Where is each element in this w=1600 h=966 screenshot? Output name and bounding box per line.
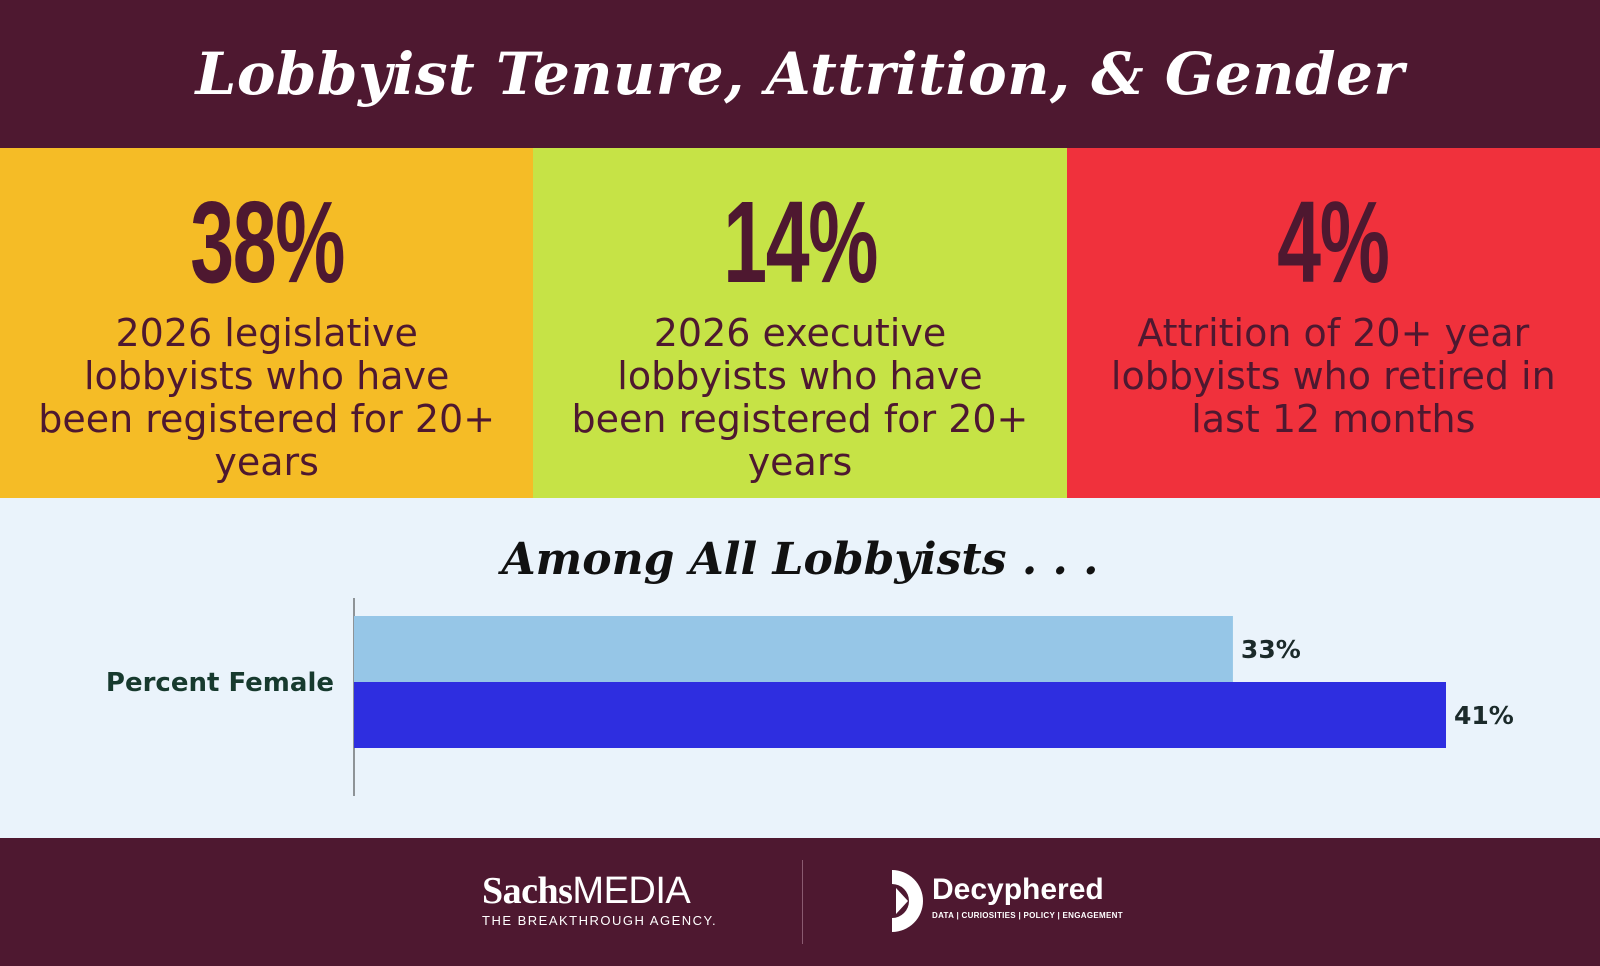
- footer: SachsMEDIA THE BREAKTHROUGH AGENCY. Decy…: [0, 838, 1600, 966]
- data-label-series-1: 33%: [1241, 635, 1301, 664]
- stat-description: 2026 legislative lobbyists who have been…: [38, 311, 496, 484]
- bar-series-1: [354, 616, 1233, 682]
- decyphered-logo: Decyphered DATA | CURIOSITIES | POLICY |…: [932, 873, 1123, 921]
- category-label: Percent Female: [106, 668, 334, 698]
- decyphered-icon: [892, 870, 923, 932]
- stat-card-executive: 14% 2026 executive lobbyists who have be…: [533, 148, 1067, 498]
- stat-value: 38%: [189, 177, 345, 307]
- stat-value: 14%: [723, 177, 878, 307]
- stats-row: 38% 2026 legislative lobbyists who have …: [0, 148, 1600, 498]
- sachs-logo-bold: Sachs: [482, 870, 573, 912]
- sachs-logo-light: MEDIA: [572, 870, 691, 912]
- sachs-media-logo: SachsMEDIA THE BREAKTHROUGH AGENCY.: [482, 870, 717, 928]
- decyphered-tagline: DATA | CURIOSITIES | POLICY | ENGAGEMENT: [932, 911, 1123, 920]
- decyphered-name: Decyphered: [932, 873, 1104, 906]
- footer-divider: [802, 860, 803, 944]
- chart-title: Among All Lobbyists . . .: [501, 534, 1099, 585]
- stat-description: 2026 executive lobbyists who have been r…: [571, 311, 1029, 484]
- page-title: Lobbyist Tenure, Attrition, & Gender: [195, 40, 1405, 108]
- bar-chart: 33% 41% Percent Female: [106, 598, 1514, 796]
- stat-value: 4%: [1277, 177, 1391, 307]
- bar-series-2: [354, 682, 1446, 748]
- sachs-tagline: THE BREAKTHROUGH AGENCY.: [482, 913, 718, 928]
- stat-card-attrition: 4% Attrition of 20+ year lobbyists who r…: [1066, 148, 1600, 498]
- data-label-series-2: 41%: [1454, 701, 1514, 730]
- header-banner: Lobbyist Tenure, Attrition, & Gender: [0, 0, 1600, 148]
- stat-description: Attrition of 20+ year lobbyists who reti…: [1110, 311, 1556, 441]
- stat-card-legislative: 38% 2026 legislative lobbyists who have …: [0, 148, 534, 498]
- chart-panel: Among All Lobbyists . . . 33% 41% Percent …: [0, 498, 1600, 838]
